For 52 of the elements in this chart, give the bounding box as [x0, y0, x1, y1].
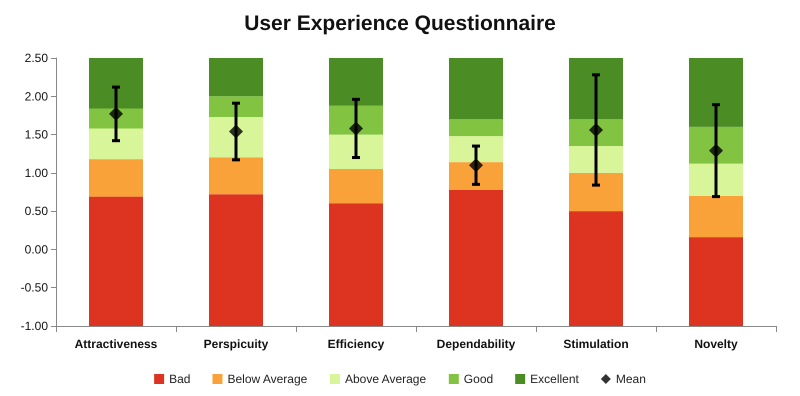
legend-label: Bad — [169, 372, 190, 386]
bar — [689, 126, 743, 164]
bar — [89, 128, 143, 160]
bar — [569, 211, 623, 326]
bar — [89, 196, 143, 326]
bar — [449, 136, 503, 162]
legend-label: Excellent — [530, 372, 580, 386]
y-tick-label: 0.50 — [24, 204, 48, 218]
point — [469, 158, 483, 172]
bar — [569, 119, 623, 146]
x-tick-label: Stimulation — [563, 337, 629, 351]
legend-label: Above Average — [344, 372, 426, 386]
bar — [329, 105, 383, 135]
bar — [569, 146, 623, 173]
bar — [689, 164, 743, 196]
bar — [689, 58, 743, 127]
bar — [329, 134, 383, 170]
bar — [209, 116, 263, 158]
x-tick-label: Dependability — [436, 337, 516, 351]
bar — [329, 203, 383, 326]
bar — [209, 96, 263, 117]
x-tick-label: Attractiveness — [74, 337, 158, 351]
bar — [569, 58, 623, 120]
bar — [329, 58, 383, 106]
bar — [449, 162, 503, 190]
legend-label: Below Average — [227, 372, 308, 386]
bar — [209, 158, 263, 194]
y-tick-label: 1.50 — [24, 128, 48, 142]
bar — [89, 159, 143, 197]
chart-title: User Experience Questionnaire — [244, 12, 556, 35]
bar — [449, 119, 503, 136]
bar — [209, 58, 263, 96]
y-tick-label: 2.50 — [24, 51, 48, 65]
bar — [689, 196, 743, 238]
bar — [209, 194, 263, 326]
y-tick-label: 0.00 — [24, 242, 48, 256]
bar — [569, 172, 623, 212]
bar — [329, 169, 383, 204]
legend-label: Good — [464, 372, 494, 386]
y-tick-label: -0.50 — [20, 280, 48, 295]
bar — [689, 237, 743, 326]
x-tick-label: Perspicuity — [204, 337, 269, 351]
x-tick-label: Efficiency — [328, 337, 385, 351]
bar — [449, 58, 503, 120]
bar — [89, 58, 143, 109]
x-tick-label: Novelty — [694, 337, 738, 351]
y-tick-label: 1.00 — [24, 166, 48, 180]
point — [349, 121, 363, 136]
y-tick-label: -1.00 — [20, 319, 48, 333]
bar — [449, 190, 503, 326]
y-tick-label: 2.00 — [24, 89, 48, 104]
legend-label: Mean — [616, 372, 646, 386]
